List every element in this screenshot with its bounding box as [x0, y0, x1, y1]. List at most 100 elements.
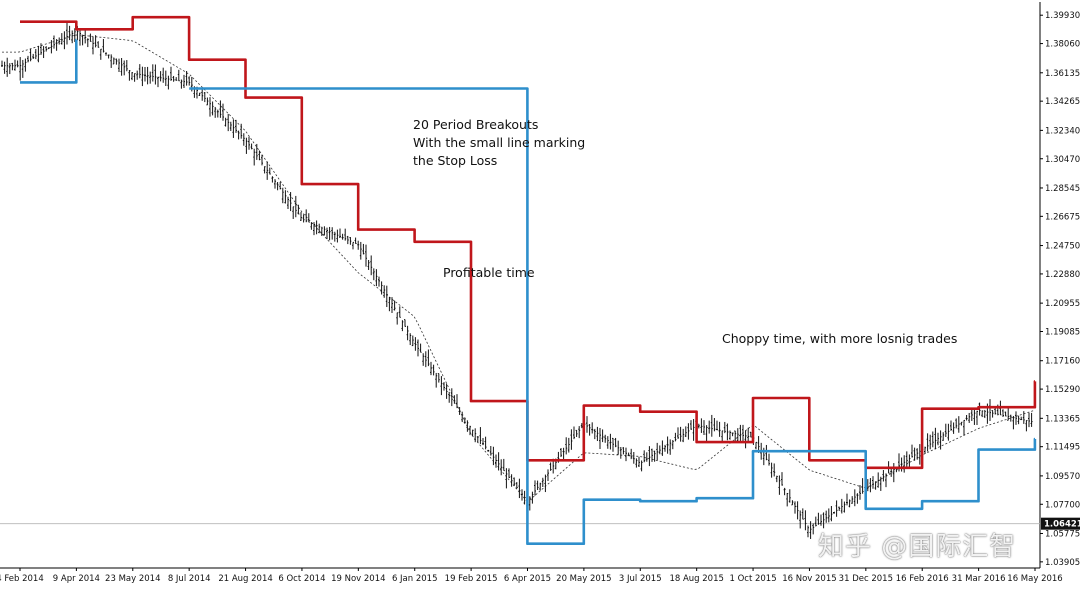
price-bar	[474, 428, 477, 443]
price-bar	[588, 424, 591, 436]
price-bar	[81, 34, 84, 46]
price-bar	[866, 479, 869, 492]
y-tick-label: 1.13365	[1045, 414, 1080, 424]
price-bar	[521, 489, 523, 501]
price-bar	[302, 214, 305, 223]
price-bar	[461, 411, 464, 423]
price-bar	[653, 450, 656, 462]
price-bar	[492, 446, 495, 466]
price-bar	[957, 416, 960, 433]
price-bar	[726, 423, 729, 441]
price-bar	[128, 70, 131, 81]
price-bar	[604, 434, 607, 443]
y-tick-label: 1.28545	[1045, 184, 1080, 194]
price-bar	[263, 166, 266, 174]
price-bar	[424, 351, 427, 368]
price-bar	[531, 491, 534, 504]
price-bar	[638, 456, 640, 468]
price-bar	[214, 106, 217, 118]
price-bar	[859, 485, 861, 500]
price-bar	[66, 21, 68, 45]
price-bar	[110, 54, 113, 68]
price-bar	[900, 457, 903, 472]
price-bar	[417, 339, 419, 357]
current-price-box	[1041, 517, 1080, 530]
price-bar	[183, 74, 185, 89]
price-bar	[125, 60, 128, 72]
price-bar	[622, 447, 625, 455]
price-bar	[6, 57, 9, 77]
price-bar	[736, 428, 739, 443]
price-bar	[146, 66, 149, 85]
price-bar	[669, 439, 672, 455]
price-bar	[333, 231, 336, 242]
price-bar	[788, 489, 791, 503]
y-tick-label: 1.17160	[1045, 357, 1080, 367]
price-bar	[794, 501, 796, 514]
price-bar	[843, 501, 846, 513]
x-tick-label: 6 Jan 2015	[392, 574, 438, 584]
price-bar	[1, 60, 3, 67]
price-bar	[541, 477, 544, 488]
price-bar	[430, 361, 432, 376]
price-bar	[903, 455, 906, 473]
price-bar	[73, 28, 76, 42]
price-bar	[981, 410, 984, 418]
price-bar	[612, 437, 614, 452]
price-bar	[14, 59, 16, 71]
x-tick-label: 16 May 2016	[1007, 574, 1062, 584]
price-bar	[323, 226, 326, 236]
price-bar	[352, 241, 354, 250]
price-bar	[804, 510, 807, 531]
price-bar	[372, 268, 375, 281]
price-bar	[635, 458, 638, 468]
price-bar	[435, 372, 438, 388]
price-bar	[619, 447, 622, 459]
price-bar	[601, 429, 604, 443]
price-bar	[479, 427, 482, 445]
price-bar	[911, 444, 913, 458]
price-bar	[297, 204, 300, 215]
price-bar	[713, 418, 716, 432]
price-bar	[211, 101, 214, 116]
price-bar	[99, 48, 102, 60]
price-bar	[1007, 408, 1010, 421]
price-bar	[495, 454, 497, 468]
price-bar	[861, 478, 864, 494]
price-bar	[965, 415, 968, 421]
x-tick-label: 6 Oct 2014	[278, 574, 325, 584]
price-bar	[931, 431, 934, 448]
price-bar	[744, 430, 747, 449]
price-bar	[567, 437, 570, 453]
price-bar	[357, 240, 360, 250]
price-bar	[1002, 409, 1004, 417]
price-bar	[544, 474, 547, 493]
price-bar	[245, 137, 248, 154]
price-bar	[401, 320, 404, 332]
price-bar	[346, 235, 349, 245]
price-bar	[671, 440, 674, 450]
price-bar	[825, 510, 828, 523]
price-bar	[502, 458, 505, 472]
price-bar	[396, 312, 399, 325]
price-bar	[882, 470, 885, 482]
price-bar	[105, 52, 107, 56]
price-bar	[177, 69, 180, 82]
price-bar	[68, 25, 71, 41]
price-bar	[21, 59, 24, 78]
price-bar	[476, 436, 479, 443]
price-bar	[24, 58, 27, 72]
price-bar	[318, 223, 321, 234]
price-bar	[331, 227, 334, 240]
price-bar	[227, 113, 230, 132]
price-bar	[838, 506, 841, 511]
price-bar	[625, 447, 627, 462]
annotation-breakouts-line1: 20 Period Breakouts	[413, 117, 539, 132]
price-bar	[796, 501, 799, 520]
y-tick-label: 1.15290	[1045, 385, 1080, 395]
price-bar	[994, 407, 997, 415]
price-bar	[515, 482, 518, 489]
price-bar	[79, 30, 81, 46]
current-price-label: 1.06421	[1044, 520, 1080, 530]
annotation-choppy: Choppy time, with more losnig trades	[722, 331, 958, 346]
